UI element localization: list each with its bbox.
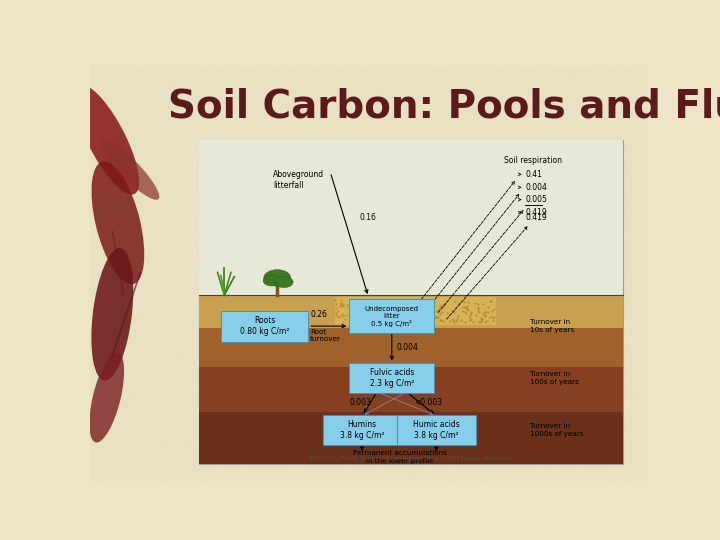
Text: Humins
3.8 kg C/m²: Humins 3.8 kg C/m² [340, 420, 384, 440]
Text: Turnover in
10s of years: Turnover in 10s of years [530, 319, 574, 333]
Text: Permanent accumulations
in the lower profile: Permanent accumulations in the lower pro… [354, 450, 447, 463]
FancyBboxPatch shape [397, 415, 476, 444]
Text: 0.004: 0.004 [396, 343, 418, 352]
Ellipse shape [89, 353, 124, 442]
Text: Turnover in
1000s of years: Turnover in 1000s of years [530, 423, 583, 437]
FancyBboxPatch shape [349, 363, 434, 393]
Text: Aboveground
litterfall: Aboveground litterfall [273, 170, 324, 190]
Ellipse shape [74, 85, 139, 194]
Text: Soil Carbon: Pools and Fluxes: Soil Carbon: Pools and Fluxes [168, 87, 720, 126]
Text: Undecomposed
litter
0.5 kg C/m²: Undecomposed litter 0.5 kg C/m² [365, 306, 419, 327]
Text: 0.26: 0.26 [310, 309, 327, 319]
Text: 0.005: 0.005 [526, 195, 547, 204]
Bar [199, 367, 623, 412]
Bar [199, 328, 623, 367]
Bar [199, 140, 623, 295]
Text: 0.004: 0.004 [526, 183, 547, 192]
Ellipse shape [263, 275, 280, 286]
Text: Humic acids
3.8 kg C/m²: Humic acids 3.8 kg C/m² [413, 420, 459, 440]
Text: 0.16: 0.16 [360, 213, 377, 222]
Bar [199, 140, 623, 464]
Bar [199, 412, 623, 464]
FancyBboxPatch shape [349, 299, 434, 333]
FancyBboxPatch shape [335, 297, 495, 325]
Text: 0.41: 0.41 [526, 170, 542, 179]
Text: 0.003: 0.003 [349, 399, 371, 408]
Ellipse shape [275, 276, 293, 288]
FancyBboxPatch shape [221, 310, 308, 342]
Text: <0.003: <0.003 [414, 399, 442, 408]
Ellipse shape [91, 161, 144, 284]
Text: 0.419: 0.419 [526, 208, 547, 217]
Bar [199, 295, 623, 328]
Ellipse shape [91, 248, 133, 381]
FancyBboxPatch shape [323, 415, 401, 444]
Text: Roots
0.80 kg C/m²: Roots 0.80 kg C/m² [240, 316, 289, 336]
Ellipse shape [99, 138, 159, 200]
Text: BIOLOGY by FLAVIA, Pearson/Addison Pearson 16.11  © 2008 Pearson Addison Inc.: BIOLOGY by FLAVIA, Pearson/Addison Pears… [310, 456, 512, 461]
Text: Root
turnover: Root turnover [310, 329, 341, 342]
Ellipse shape [264, 269, 291, 286]
Text: Soil respiration: Soil respiration [504, 156, 562, 165]
Text: 0.419: 0.419 [526, 213, 547, 222]
Text: Turnover in
100s of years: Turnover in 100s of years [530, 372, 578, 385]
Text: Fulvic acids
2.3 kg C/m²: Fulvic acids 2.3 kg C/m² [369, 368, 414, 388]
